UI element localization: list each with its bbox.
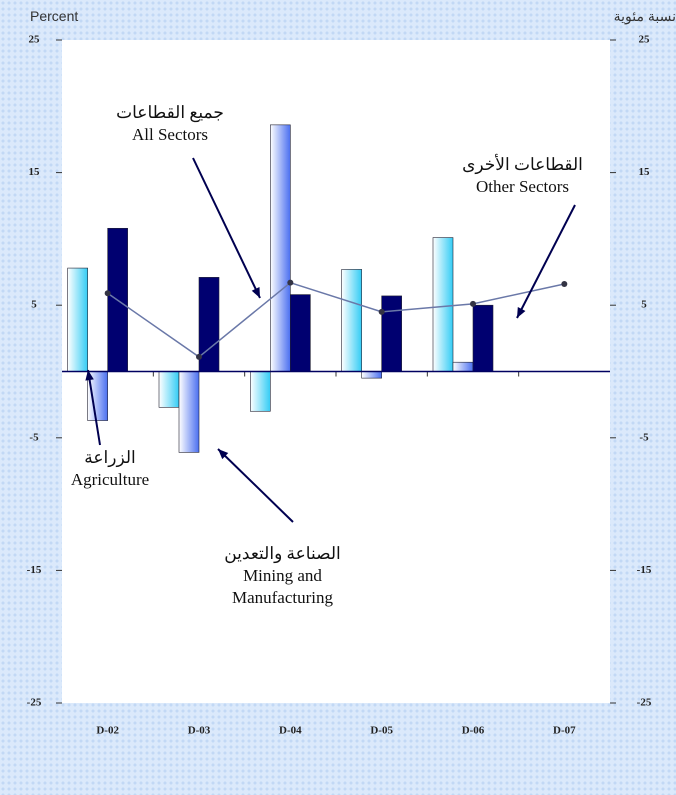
y-tick-label-right: 5 <box>641 299 647 311</box>
bar <box>341 269 362 372</box>
y-tick-label-right: -25 <box>637 697 652 709</box>
line-marker <box>196 353 202 360</box>
annotation-arrow <box>192 157 261 299</box>
arrow-head <box>218 449 229 460</box>
bar <box>452 361 474 372</box>
bar <box>361 371 382 379</box>
annotation: الزراعة Agriculture <box>40 447 180 491</box>
y-tick-label: 15 <box>29 166 41 178</box>
bar <box>472 304 494 372</box>
x-tick-label: D-06 <box>462 725 485 737</box>
y-axis-label-right: نسبة مئوية <box>613 8 676 24</box>
bar <box>178 371 200 453</box>
line-marker <box>287 279 294 286</box>
line-marker <box>561 280 568 287</box>
line-marker <box>104 290 111 297</box>
bar <box>381 295 402 372</box>
bar <box>158 371 180 408</box>
arrow-head <box>251 287 260 298</box>
y-tick-label-right: -5 <box>639 431 649 443</box>
annotation-en: All Sectors <box>131 125 209 144</box>
y-tick-label: -5 <box>29 431 39 443</box>
annotation-arrow <box>217 448 294 523</box>
annotation-en: Agriculture <box>70 470 150 489</box>
annotation: جميع القطاعات All Sectors <box>95 102 245 146</box>
annotation-ar: الزراعة <box>84 448 136 467</box>
bar <box>250 371 271 412</box>
annotation-arrow <box>87 369 101 446</box>
bar <box>67 267 88 372</box>
y-tick-label: -15 <box>27 564 42 576</box>
line-marker <box>470 300 476 307</box>
y-tick-label: 25 <box>29 34 41 46</box>
y-axis-label-left: Percent <box>30 8 79 24</box>
x-tick-label: D-07 <box>553 725 576 737</box>
annotation-arrow <box>516 204 576 319</box>
annotation-ar: القطاعات الأخرى <box>462 155 583 174</box>
y-tick-label-right: -15 <box>637 564 652 576</box>
x-tick-label: D-04 <box>279 725 302 737</box>
arrow-head <box>517 307 526 318</box>
y-tick-label: 5 <box>31 299 37 311</box>
bar <box>270 124 291 372</box>
bar <box>198 277 220 372</box>
annotation-ar: جميع القطاعات <box>116 103 224 122</box>
line <box>107 281 565 358</box>
annotation: القطاعات الأخرى Other Sectors <box>440 154 605 198</box>
y-tick-label-right: 15 <box>639 166 651 178</box>
y-tick-label-right: 25 <box>639 34 651 46</box>
x-tick-label: D-02 <box>96 725 119 737</box>
bar <box>432 237 454 372</box>
annotation-en: Mining and Manufacturing <box>231 566 334 607</box>
bar <box>290 294 311 372</box>
line-marker <box>378 308 385 315</box>
y-tick-label: -25 <box>27 697 42 709</box>
annotation: الصناعة والتعدين Mining and Manufacturing <box>205 543 360 609</box>
annotation-ar: الصناعة والتعدين <box>224 544 341 563</box>
x-tick-label: D-05 <box>370 725 393 737</box>
x-tick-label: D-03 <box>188 725 211 737</box>
annotation-en: Other Sectors <box>475 177 569 196</box>
arrow-head <box>85 370 94 381</box>
